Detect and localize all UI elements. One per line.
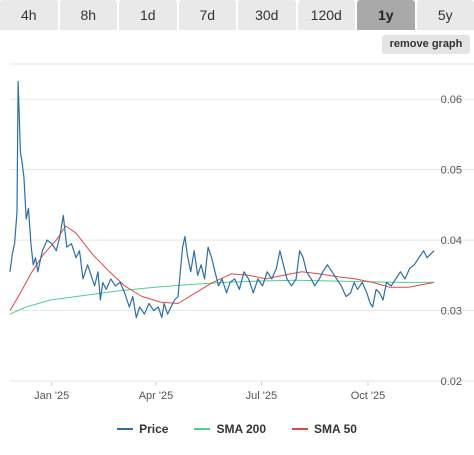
legend-item-sma200[interactable]: SMA 200: [194, 422, 266, 436]
y-tick-label: 0.02: [441, 376, 462, 388]
chart-grid: [10, 63, 474, 382]
tab-8h[interactable]: 8h: [59, 0, 117, 30]
x-tick-label: Jul '25: [246, 390, 277, 402]
x-axis: Jan '25 Apr '25 Jul '25 Oct '25: [34, 382, 385, 402]
price-line: [9, 81, 435, 319]
y-tick-label: 0.06: [441, 94, 462, 106]
legend-label-sma50: SMA 50: [314, 422, 357, 436]
tab-5y[interactable]: 5y: [416, 0, 474, 30]
chart-legend: Price SMA 200 SMA 50: [0, 418, 474, 440]
y-tick-label: 0.04: [441, 235, 462, 247]
legend-item-sma50[interactable]: SMA 50: [292, 422, 357, 436]
legend-label-price: Price: [139, 422, 169, 436]
tab-1y[interactable]: 1y: [357, 0, 415, 30]
price-chart: 0.02 0.03 0.04 0.05 0.06 Jan '25 Apr '25 Jul '…: [9, 63, 474, 402]
tab-7d[interactable]: 7d: [178, 0, 236, 30]
chart-series: [9, 81, 435, 319]
sma50-line: [9, 225, 435, 311]
tab-30d[interactable]: 30d: [238, 0, 296, 30]
legend-label-sma200: SMA 200: [216, 422, 267, 436]
y-axis: 0.02 0.03 0.04 0.05 0.06: [441, 94, 462, 388]
sma50-line-swatch-icon: [292, 428, 309, 430]
y-tick-label: 0.05: [441, 165, 462, 177]
sma200-line: [9, 279, 434, 315]
legend-item-price[interactable]: Price: [117, 422, 168, 436]
remove-graph-button[interactable]: remove graph: [382, 35, 470, 54]
x-tick-label: Oct '25: [351, 390, 386, 402]
range-tabs: 4h 8h 1d 7d 30d 120d 1y 5y: [0, 0, 474, 30]
x-tick-label: Jan '25: [34, 390, 69, 402]
tab-4h[interactable]: 4h: [0, 0, 58, 30]
tab-120d[interactable]: 120d: [297, 0, 355, 30]
price-line-swatch-icon: [117, 428, 134, 430]
y-tick-label: 0.03: [441, 306, 462, 318]
tab-1d[interactable]: 1d: [119, 0, 177, 30]
x-tick-label: Apr '25: [139, 390, 174, 402]
sma200-line-swatch-icon: [194, 428, 211, 430]
